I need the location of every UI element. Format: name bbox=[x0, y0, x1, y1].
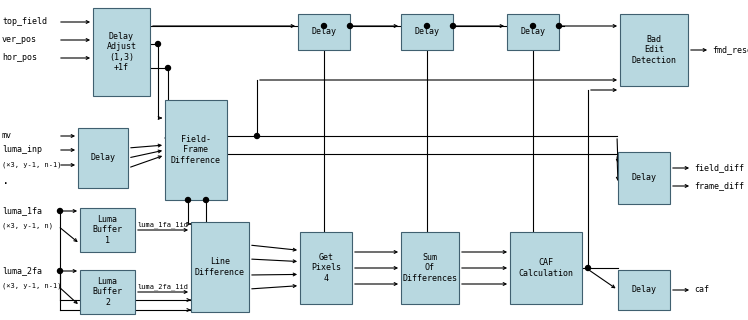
Text: Get
Pixels
4: Get Pixels 4 bbox=[311, 253, 341, 283]
Text: (×3, y-1, n): (×3, y-1, n) bbox=[2, 223, 53, 229]
FancyBboxPatch shape bbox=[80, 270, 135, 314]
FancyBboxPatch shape bbox=[93, 8, 150, 96]
Text: luma_1fa_1id: luma_1fa_1id bbox=[138, 222, 188, 228]
FancyBboxPatch shape bbox=[80, 208, 135, 252]
FancyBboxPatch shape bbox=[401, 232, 459, 304]
Circle shape bbox=[165, 66, 171, 70]
Text: luma_inp: luma_inp bbox=[2, 146, 42, 155]
Circle shape bbox=[58, 268, 63, 274]
Text: Sum
Of
Differences: Sum Of Differences bbox=[402, 253, 458, 283]
Text: luma_1fa: luma_1fa bbox=[2, 206, 42, 215]
FancyBboxPatch shape bbox=[191, 222, 249, 312]
Text: fmd_reset: fmd_reset bbox=[712, 45, 748, 54]
FancyBboxPatch shape bbox=[300, 232, 352, 304]
Text: ver_pos: ver_pos bbox=[2, 36, 37, 44]
FancyBboxPatch shape bbox=[78, 128, 128, 188]
Text: mv: mv bbox=[2, 132, 12, 140]
Text: .: . bbox=[2, 174, 10, 188]
FancyBboxPatch shape bbox=[165, 100, 227, 200]
FancyBboxPatch shape bbox=[510, 232, 582, 304]
Circle shape bbox=[156, 42, 161, 46]
Circle shape bbox=[557, 23, 562, 28]
FancyBboxPatch shape bbox=[507, 14, 559, 50]
Text: Delay: Delay bbox=[414, 28, 440, 36]
FancyBboxPatch shape bbox=[298, 14, 350, 50]
Circle shape bbox=[425, 23, 429, 28]
Text: Bad
Edit
Detection: Bad Edit Detection bbox=[631, 35, 676, 65]
Text: (×3, y-1, n-1): (×3, y-1, n-1) bbox=[2, 162, 61, 168]
Text: top_field: top_field bbox=[2, 18, 47, 27]
Text: Line
Difference: Line Difference bbox=[195, 257, 245, 277]
Circle shape bbox=[203, 197, 209, 203]
Circle shape bbox=[530, 23, 536, 28]
Circle shape bbox=[58, 209, 63, 213]
Circle shape bbox=[450, 23, 456, 28]
FancyBboxPatch shape bbox=[618, 152, 670, 204]
Text: Delay
Adjust
(1,3)
+1f: Delay Adjust (1,3) +1f bbox=[106, 32, 136, 72]
Text: Field-
Frame
Difference: Field- Frame Difference bbox=[171, 135, 221, 165]
Text: hor_pos: hor_pos bbox=[2, 53, 37, 62]
Text: CAF
Calculation: CAF Calculation bbox=[518, 258, 574, 278]
Text: field_diff: field_diff bbox=[694, 164, 744, 172]
Text: Delay: Delay bbox=[631, 285, 657, 294]
FancyBboxPatch shape bbox=[620, 14, 688, 86]
Circle shape bbox=[186, 197, 191, 203]
Circle shape bbox=[348, 23, 352, 28]
Circle shape bbox=[254, 133, 260, 139]
Text: Delay: Delay bbox=[311, 28, 337, 36]
Text: luma_2fa_1id: luma_2fa_1id bbox=[138, 284, 188, 290]
Text: frame_diff: frame_diff bbox=[694, 181, 744, 190]
Text: Delay: Delay bbox=[521, 28, 545, 36]
Text: (×3, y-1, n-1): (×3, y-1, n-1) bbox=[2, 283, 61, 289]
Text: Delay: Delay bbox=[631, 173, 657, 182]
FancyBboxPatch shape bbox=[401, 14, 453, 50]
Text: Luma
Buffer
1: Luma Buffer 1 bbox=[93, 215, 123, 245]
FancyBboxPatch shape bbox=[618, 270, 670, 310]
Text: caf: caf bbox=[694, 285, 709, 294]
Text: luma_2fa: luma_2fa bbox=[2, 267, 42, 276]
Text: Delay: Delay bbox=[91, 154, 115, 163]
Circle shape bbox=[586, 266, 590, 270]
Text: Luma
Buffer
2: Luma Buffer 2 bbox=[93, 277, 123, 307]
Circle shape bbox=[322, 23, 326, 28]
